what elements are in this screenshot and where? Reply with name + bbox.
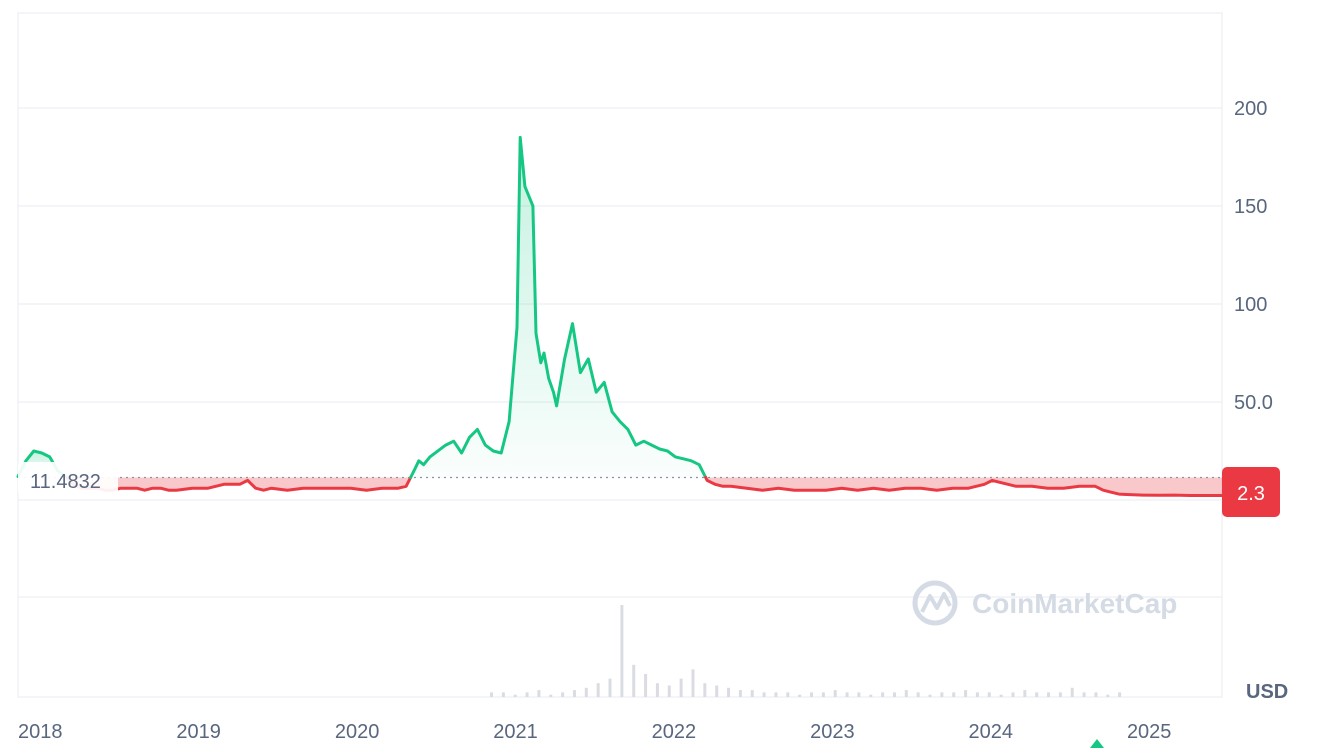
volume-bar	[738, 690, 742, 697]
volume-bar	[584, 687, 588, 697]
volume-bar	[786, 692, 790, 697]
y-tick-label: 150	[1234, 196, 1267, 218]
x-tick-label: 2019	[176, 721, 221, 743]
grid-lines	[17, 12, 1223, 698]
volume-bar	[857, 692, 861, 697]
coinmarketcap-logo-wave-icon	[920, 592, 952, 613]
volume-bar	[513, 694, 517, 697]
volume-bar	[1106, 694, 1110, 697]
coinmarketcap-logo-icon	[912, 580, 958, 626]
volume-bar	[1035, 692, 1039, 697]
volume-bar	[596, 683, 600, 697]
volume-bar	[1011, 692, 1015, 697]
marker-arrow-icon	[1090, 739, 1104, 748]
volume-bar	[561, 692, 565, 697]
volume-bar	[762, 692, 766, 697]
volume-bar	[952, 692, 956, 697]
volume-bar	[655, 683, 659, 697]
volume-bar	[715, 685, 719, 697]
volume-bar	[525, 692, 529, 697]
y-axis-labels: 200 150 100 50.0	[1234, 98, 1273, 414]
volume-bar	[667, 685, 671, 697]
watermark-text: CoinMarketCap	[972, 588, 1177, 619]
x-tick-label: 2020	[335, 721, 380, 743]
volume-bar	[916, 692, 920, 697]
volume-bar	[501, 692, 505, 697]
x-axis-labels: 2018 2019 2020 2021 2022 2023 2024 2025	[18, 721, 1171, 743]
volume-bar	[1070, 687, 1074, 697]
current-price-label: 2.3	[1237, 483, 1265, 505]
area-fill-up	[410, 137, 706, 478]
volume-bar	[999, 694, 1003, 697]
volume-bar	[703, 683, 707, 697]
volume-bar	[1047, 692, 1051, 697]
volume-bar	[928, 694, 932, 697]
volume-bar	[1023, 690, 1027, 697]
volume-bar	[632, 664, 636, 697]
volume-bar	[1082, 692, 1086, 697]
y-tick-label: 50.0	[1234, 392, 1273, 414]
volume-bar	[940, 692, 944, 697]
baseline-label: 11.4832	[30, 471, 101, 493]
price-line-down	[704, 476, 1224, 497]
x-tick-label: 2025	[1127, 721, 1172, 743]
volume-bar	[537, 690, 541, 697]
volume-bar	[1058, 692, 1062, 697]
volume-bar	[691, 669, 695, 697]
volume-bar	[810, 692, 813, 697]
x-tick-label: 2021	[493, 721, 538, 743]
volume-bar	[987, 692, 991, 697]
volume-bar	[798, 694, 802, 697]
volume-bar	[572, 690, 576, 697]
current-price-tag: 2.3	[1222, 467, 1280, 517]
volume-bar	[490, 692, 493, 697]
volume-bar	[620, 605, 624, 697]
volume-bar	[608, 678, 612, 697]
volume-bar	[904, 690, 908, 697]
plot-frame	[17, 12, 1223, 698]
volume-bar	[845, 692, 849, 697]
volume-bar	[549, 694, 553, 697]
baseline-label-box: 11.4832	[18, 462, 118, 496]
volume-bars	[490, 605, 1122, 697]
volume-bar	[774, 692, 778, 697]
volume-bar	[964, 690, 968, 697]
volume-bar	[1094, 692, 1098, 697]
volume-bar	[881, 692, 885, 697]
y-tick-label: 100	[1234, 294, 1267, 316]
watermark: CoinMarketCap	[912, 580, 1177, 626]
volume-bar	[727, 687, 731, 697]
x-tick-label: 2024	[969, 721, 1014, 743]
x-tick-label: 2022	[652, 721, 697, 743]
volume-bar	[644, 674, 648, 697]
volume-bar	[1118, 692, 1122, 697]
x-tick-label: 2023	[810, 721, 855, 743]
area-fill-down	[705, 477, 1222, 496]
volume-bar	[869, 694, 873, 697]
currency-unit-label: USD	[1246, 681, 1288, 703]
x-tick-label: 2018	[18, 721, 63, 743]
volume-bar	[975, 692, 979, 697]
volume-bar	[833, 690, 837, 697]
y-tick-label: 200	[1234, 98, 1267, 120]
price-line-up	[409, 135, 708, 479]
volume-bar	[679, 678, 683, 697]
volume-bar	[750, 690, 754, 697]
area-fills	[18, 137, 1222, 496]
volume-bar	[821, 692, 825, 697]
volume-bar	[892, 692, 896, 697]
